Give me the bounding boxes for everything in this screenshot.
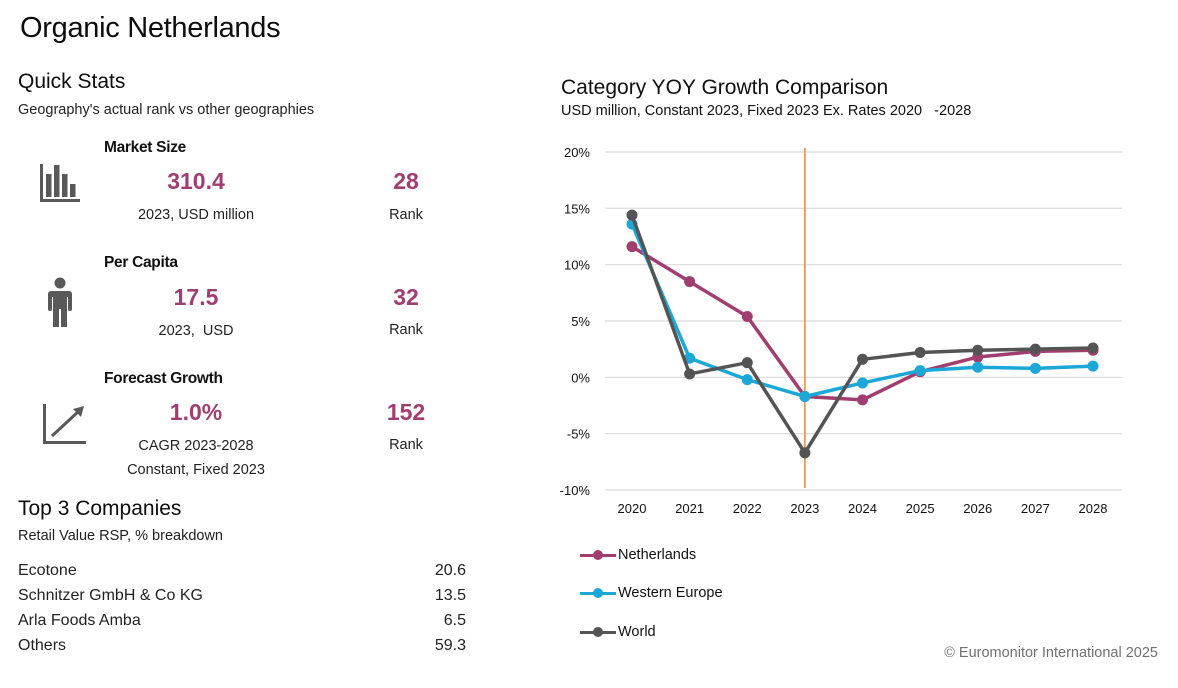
quick-stats-subtitle: Geography's actual rank vs other geograp… xyxy=(18,102,315,118)
quick-stats-title: Quick Stats xyxy=(18,70,126,93)
y-tick-label: -10% xyxy=(560,483,591,498)
x-tick-label: 2022 xyxy=(733,501,762,516)
forecast-growth-rank-label: Rank xyxy=(389,437,423,453)
data-point-world xyxy=(972,344,984,356)
y-tick-label: -5% xyxy=(567,427,591,442)
data-point-world xyxy=(741,357,753,369)
chart-subtitle: USD million, Constant 2023, Fixed 2023 E… xyxy=(561,103,972,119)
x-tick-label: 2024 xyxy=(848,501,877,516)
forecast-growth-note: CAGR 2023-2028 xyxy=(138,438,254,454)
legend-swatch-netherlands-icon xyxy=(580,549,616,561)
stat-label-per-capita: Per Capita xyxy=(104,254,178,271)
y-tick-label: 5% xyxy=(571,314,590,329)
data-point-world xyxy=(914,347,926,359)
data-point-world xyxy=(626,209,638,221)
forecast-growth-note-2: Constant, Fixed 2023 xyxy=(127,462,265,478)
x-tick-label: 2026 xyxy=(963,501,992,516)
data-point-world xyxy=(1029,343,1041,355)
market-size-rank-label: Rank xyxy=(389,207,423,223)
x-tick-label: 2021 xyxy=(675,501,704,516)
company-row: Schnitzer GmbH & Co KG 13.5 xyxy=(18,587,466,612)
trend-up-icon xyxy=(43,404,87,446)
data-point-netherlands xyxy=(626,241,638,253)
data-point-world xyxy=(799,447,811,459)
legend-label: Western Europe xyxy=(618,585,723,601)
company-share: 59.3 xyxy=(434,637,466,654)
series-line-world xyxy=(630,214,1094,455)
stat-label-market-size: Market Size xyxy=(104,139,186,156)
legend-swatch-western-europe-icon xyxy=(580,587,616,599)
market-size-rank: 28 xyxy=(393,168,419,194)
data-point-western-europe xyxy=(1029,362,1041,374)
forecast-growth-rank: 152 xyxy=(386,399,426,425)
company-name: Arla Foods Amba xyxy=(18,612,141,629)
series-western-europe xyxy=(626,218,1099,402)
series-lines xyxy=(626,209,1099,459)
y-tick-label: 10% xyxy=(564,258,590,273)
data-point-western-europe xyxy=(799,390,811,402)
page-title: Organic Netherlands xyxy=(20,12,281,44)
data-point-western-europe xyxy=(857,377,868,389)
top-companies-subtitle: Retail Value RSP, % breakdown xyxy=(18,528,223,544)
data-point-western-europe xyxy=(1087,360,1099,372)
per-capita-note: 2023, USD xyxy=(158,323,234,339)
company-name: Others xyxy=(18,637,67,654)
company-name: Ecotone xyxy=(18,562,77,579)
company-name: Schnitzer GmbH & Co KG xyxy=(18,587,203,604)
data-point-world xyxy=(1087,342,1099,354)
data-point-western-europe xyxy=(684,352,696,364)
legend-label: World xyxy=(618,624,656,640)
forecast-growth-value: 1.0% xyxy=(169,399,223,425)
x-tick-label: 2023 xyxy=(790,501,819,516)
company-share: 6.5 xyxy=(443,612,466,629)
top-companies-title: Top 3 Companies xyxy=(18,497,182,520)
per-capita-rank: 32 xyxy=(393,284,419,310)
person-icon xyxy=(46,277,74,329)
x-tick-label: 2020 xyxy=(618,501,647,516)
legend-item-world[interactable]: World xyxy=(580,622,656,642)
bar-chart-icon xyxy=(38,162,82,204)
market-size-value: 310.4 xyxy=(167,168,225,194)
chart-title: Category YOY Growth Comparison xyxy=(561,76,889,99)
legend-item-western-europe[interactable]: Western Europe xyxy=(580,583,723,603)
x-tick-label: 2028 xyxy=(1079,501,1108,516)
company-share: 13.5 xyxy=(434,587,466,604)
data-point-western-europe xyxy=(741,374,753,386)
x-tick-label: 2025 xyxy=(906,501,935,516)
data-point-netherlands xyxy=(857,394,868,406)
legend-label: Netherlands xyxy=(618,547,697,563)
data-point-world xyxy=(857,353,868,365)
stat-label-forecast-growth: Forecast Growth xyxy=(104,370,223,387)
y-tick-label: 0% xyxy=(571,370,590,385)
legend-swatch-world-icon xyxy=(580,626,616,638)
series-world xyxy=(626,209,1099,459)
y-tick-label: 15% xyxy=(564,201,590,216)
data-point-world xyxy=(684,368,696,380)
data-point-netherlands xyxy=(741,310,753,322)
legend-item-netherlands[interactable]: Netherlands xyxy=(580,545,696,565)
per-capita-value: 17.5 xyxy=(173,284,219,310)
company-share: 20.6 xyxy=(434,562,466,579)
per-capita-rank-label: Rank xyxy=(389,322,423,338)
grid-lines xyxy=(605,151,1122,491)
y-tick-label: 20% xyxy=(564,145,590,160)
data-point-western-europe xyxy=(914,365,926,377)
x-axis-ticks: 2020 2021 2022 2023 2024 2025 2026 2027 2028 xyxy=(618,501,1108,516)
company-row: Arla Foods Amba 6.5 xyxy=(18,612,466,637)
company-row: Ecotone 20.6 xyxy=(18,562,466,587)
x-tick-label: 2027 xyxy=(1021,501,1050,516)
y-axis-ticks: 20% 15% 10% 5% 0% -5% -10% xyxy=(560,145,591,498)
data-point-western-europe xyxy=(972,361,984,373)
data-point-netherlands xyxy=(684,276,696,288)
market-size-note: 2023, USD million xyxy=(137,207,255,223)
company-row: Others 59.3 xyxy=(18,637,466,662)
copyright-notice: © Euromonitor International 2025 xyxy=(944,645,1158,661)
